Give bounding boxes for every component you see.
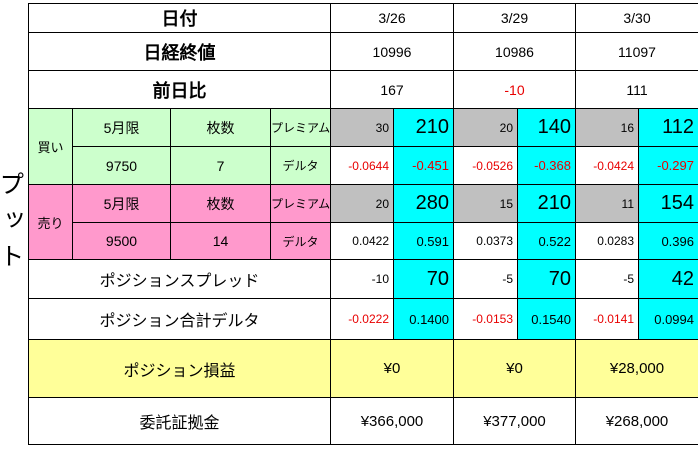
sell-delta-0-a: 0.0422 <box>330 222 394 260</box>
total-delta-2-b: 0.0994 <box>638 298 698 340</box>
date-header-label: 日付 <box>28 3 331 33</box>
options-position-table: 日付 3/26 3/29 3/30 日経終値 10996 10986 11097… <box>28 3 698 445</box>
sell-qty: 14 <box>170 222 271 260</box>
total-delta-label: ポジション合計デルタ <box>28 298 331 340</box>
date-value-2: 3/30 <box>575 3 698 33</box>
buy-premium-2-b: 112 <box>638 108 698 147</box>
date-value-0: 3/26 <box>330 3 454 33</box>
buy-qty-label: 枚数 <box>170 108 271 147</box>
sell-contract-label: 5月限 <box>72 184 171 223</box>
buy-premium-1-a: 20 <box>453 108 518 147</box>
sell-premium-0-b: 280 <box>393 184 454 223</box>
sell-premium-2-a: 11 <box>575 184 639 223</box>
row-position-spread: ポジションスプレッド -10 70 -5 70 -5 42 <box>28 259 698 299</box>
total-delta-2-a: -0.0141 <box>575 298 639 340</box>
sell-delta-1-a: 0.0373 <box>453 222 518 260</box>
buy-contract-label: 5月限 <box>72 108 171 147</box>
sell-premium-0-a: 20 <box>330 184 394 223</box>
total-delta-0-b: 0.1400 <box>393 298 454 340</box>
nikkei-value-2: 11097 <box>575 32 698 71</box>
spread-label: ポジションスプレッド <box>28 259 331 299</box>
row-sell-delta: 9500 14 デルタ 0.0422 0.591 0.0373 0.522 0.… <box>29 222 698 260</box>
sell-premium-1-b: 210 <box>517 184 576 223</box>
margin-label: 委託証拠金 <box>28 397 331 445</box>
spread-1-a: -5 <box>453 259 518 299</box>
buy-delta-1-b: -0.368 <box>517 146 576 185</box>
sell-delta-2-a: 0.0283 <box>575 222 639 260</box>
spread-0-a: -10 <box>330 259 394 299</box>
buy-premium-1-b: 140 <box>517 108 576 147</box>
sell-strike: 9500 <box>72 222 171 260</box>
buy-delta-label: デルタ <box>270 146 331 185</box>
buy-premium-label: プレミアム <box>270 108 331 147</box>
row-nikkei-close: 日経終値 10996 10986 11097 <box>28 32 698 71</box>
pnl-value-2: ¥28,000 <box>575 339 698 398</box>
row-position-pnl: ポジション損益 ¥0 ¥0 ¥28,000 <box>28 339 698 398</box>
change-value-1: -10 <box>453 70 576 109</box>
buy-qty: 7 <box>170 146 271 185</box>
total-delta-0-a: -0.0222 <box>330 298 394 340</box>
nikkei-label: 日経終値 <box>28 32 331 71</box>
sell-premium-2-b: 154 <box>638 184 698 223</box>
change-label: 前日比 <box>28 70 331 109</box>
buy-delta-0-b: -0.451 <box>393 146 454 185</box>
spread-1-b: 70 <box>517 259 576 299</box>
sell-qty-label: 枚数 <box>170 184 271 223</box>
sell-side-label: 売り <box>28 184 73 260</box>
sell-premium-label: プレミアム <box>270 184 331 223</box>
nikkei-value-1: 10986 <box>453 32 576 71</box>
buy-side-label: 買い <box>28 108 73 185</box>
sell-delta-label: デルタ <box>270 222 331 260</box>
spread-2-a: -5 <box>575 259 639 299</box>
put-vertical-label: プット <box>0 170 24 279</box>
spread-0-b: 70 <box>393 259 454 299</box>
buy-delta-2-a: -0.0424 <box>575 146 639 185</box>
buy-delta-2-b: -0.297 <box>638 146 698 185</box>
row-daily-change: 前日比 167 -10 111 <box>28 70 698 109</box>
row-margin: 委託証拠金 ¥366,000 ¥377,000 ¥268,000 <box>28 397 698 445</box>
sell-premium-1-a: 15 <box>453 184 518 223</box>
total-delta-1-a: -0.0153 <box>453 298 518 340</box>
buy-delta-1-a: -0.0526 <box>453 146 518 185</box>
pnl-value-1: ¥0 <box>453 339 576 398</box>
sell-delta-1-b: 0.522 <box>517 222 576 260</box>
change-value-0: 167 <box>330 70 454 109</box>
row-position-total-delta: ポジション合計デルタ -0.0222 0.1400 -0.0153 0.1540… <box>28 298 698 340</box>
sell-delta-0-b: 0.591 <box>393 222 454 260</box>
margin-value-1: ¥377,000 <box>453 397 576 445</box>
change-value-2: 111 <box>575 70 698 109</box>
nikkei-value-0: 10996 <box>330 32 454 71</box>
spread-2-b: 42 <box>638 259 698 299</box>
total-delta-1-b: 0.1540 <box>517 298 576 340</box>
buy-strike: 9750 <box>72 146 171 185</box>
row-sell-premium: 売り 5月限 枚数 プレミアム 20 280 15 210 11 154 <box>28 184 698 260</box>
pnl-value-0: ¥0 <box>330 339 454 398</box>
margin-value-2: ¥268,000 <box>575 397 698 445</box>
buy-premium-0-b: 210 <box>393 108 454 147</box>
sell-delta-2-b: 0.396 <box>638 222 698 260</box>
buy-premium-2-a: 16 <box>575 108 639 147</box>
row-date: 日付 3/26 3/29 3/30 <box>28 3 698 33</box>
date-value-1: 3/29 <box>453 3 576 33</box>
buy-premium-0-a: 30 <box>330 108 394 147</box>
row-buy-premium: 買い 5月限 枚数 プレミアム 30 210 20 140 16 112 <box>28 108 698 185</box>
margin-value-0: ¥366,000 <box>330 397 454 445</box>
row-buy-delta: 9750 7 デルタ -0.0644 -0.451 -0.0526 -0.368… <box>29 146 698 185</box>
pnl-label: ポジション損益 <box>28 339 331 398</box>
buy-delta-0-a: -0.0644 <box>330 146 394 185</box>
